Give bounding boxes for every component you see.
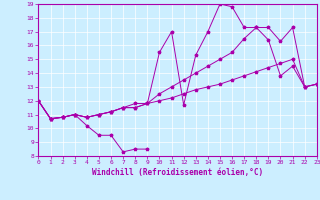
X-axis label: Windchill (Refroidissement éolien,°C): Windchill (Refroidissement éolien,°C) bbox=[92, 168, 263, 177]
